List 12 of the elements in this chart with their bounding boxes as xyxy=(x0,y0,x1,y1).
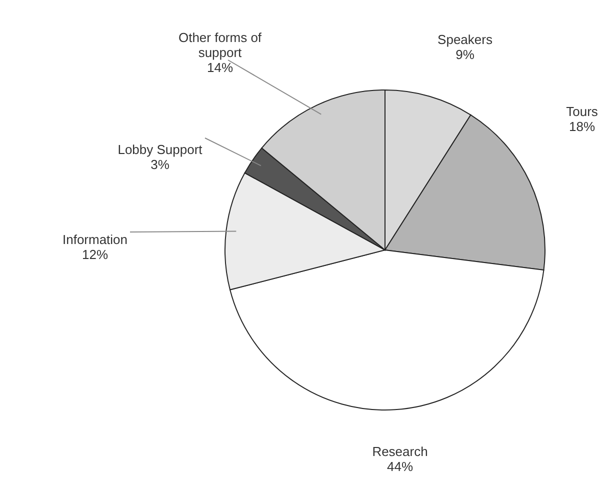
slice-label: Speakers xyxy=(438,32,493,47)
slice-label: Lobby Support xyxy=(118,142,203,157)
data-label: 3% xyxy=(150,157,170,172)
data-label: 18% xyxy=(568,119,596,134)
data-label: 44% xyxy=(386,459,414,474)
slice-label: Research xyxy=(372,444,428,459)
slice-label: Information xyxy=(62,232,128,247)
data-label: 14% xyxy=(206,60,234,75)
data-label: 9% xyxy=(456,47,475,62)
slice-label: Tours xyxy=(566,104,598,119)
data-label: 12% xyxy=(82,247,108,262)
slice-label: Other forms of support xyxy=(178,30,262,60)
